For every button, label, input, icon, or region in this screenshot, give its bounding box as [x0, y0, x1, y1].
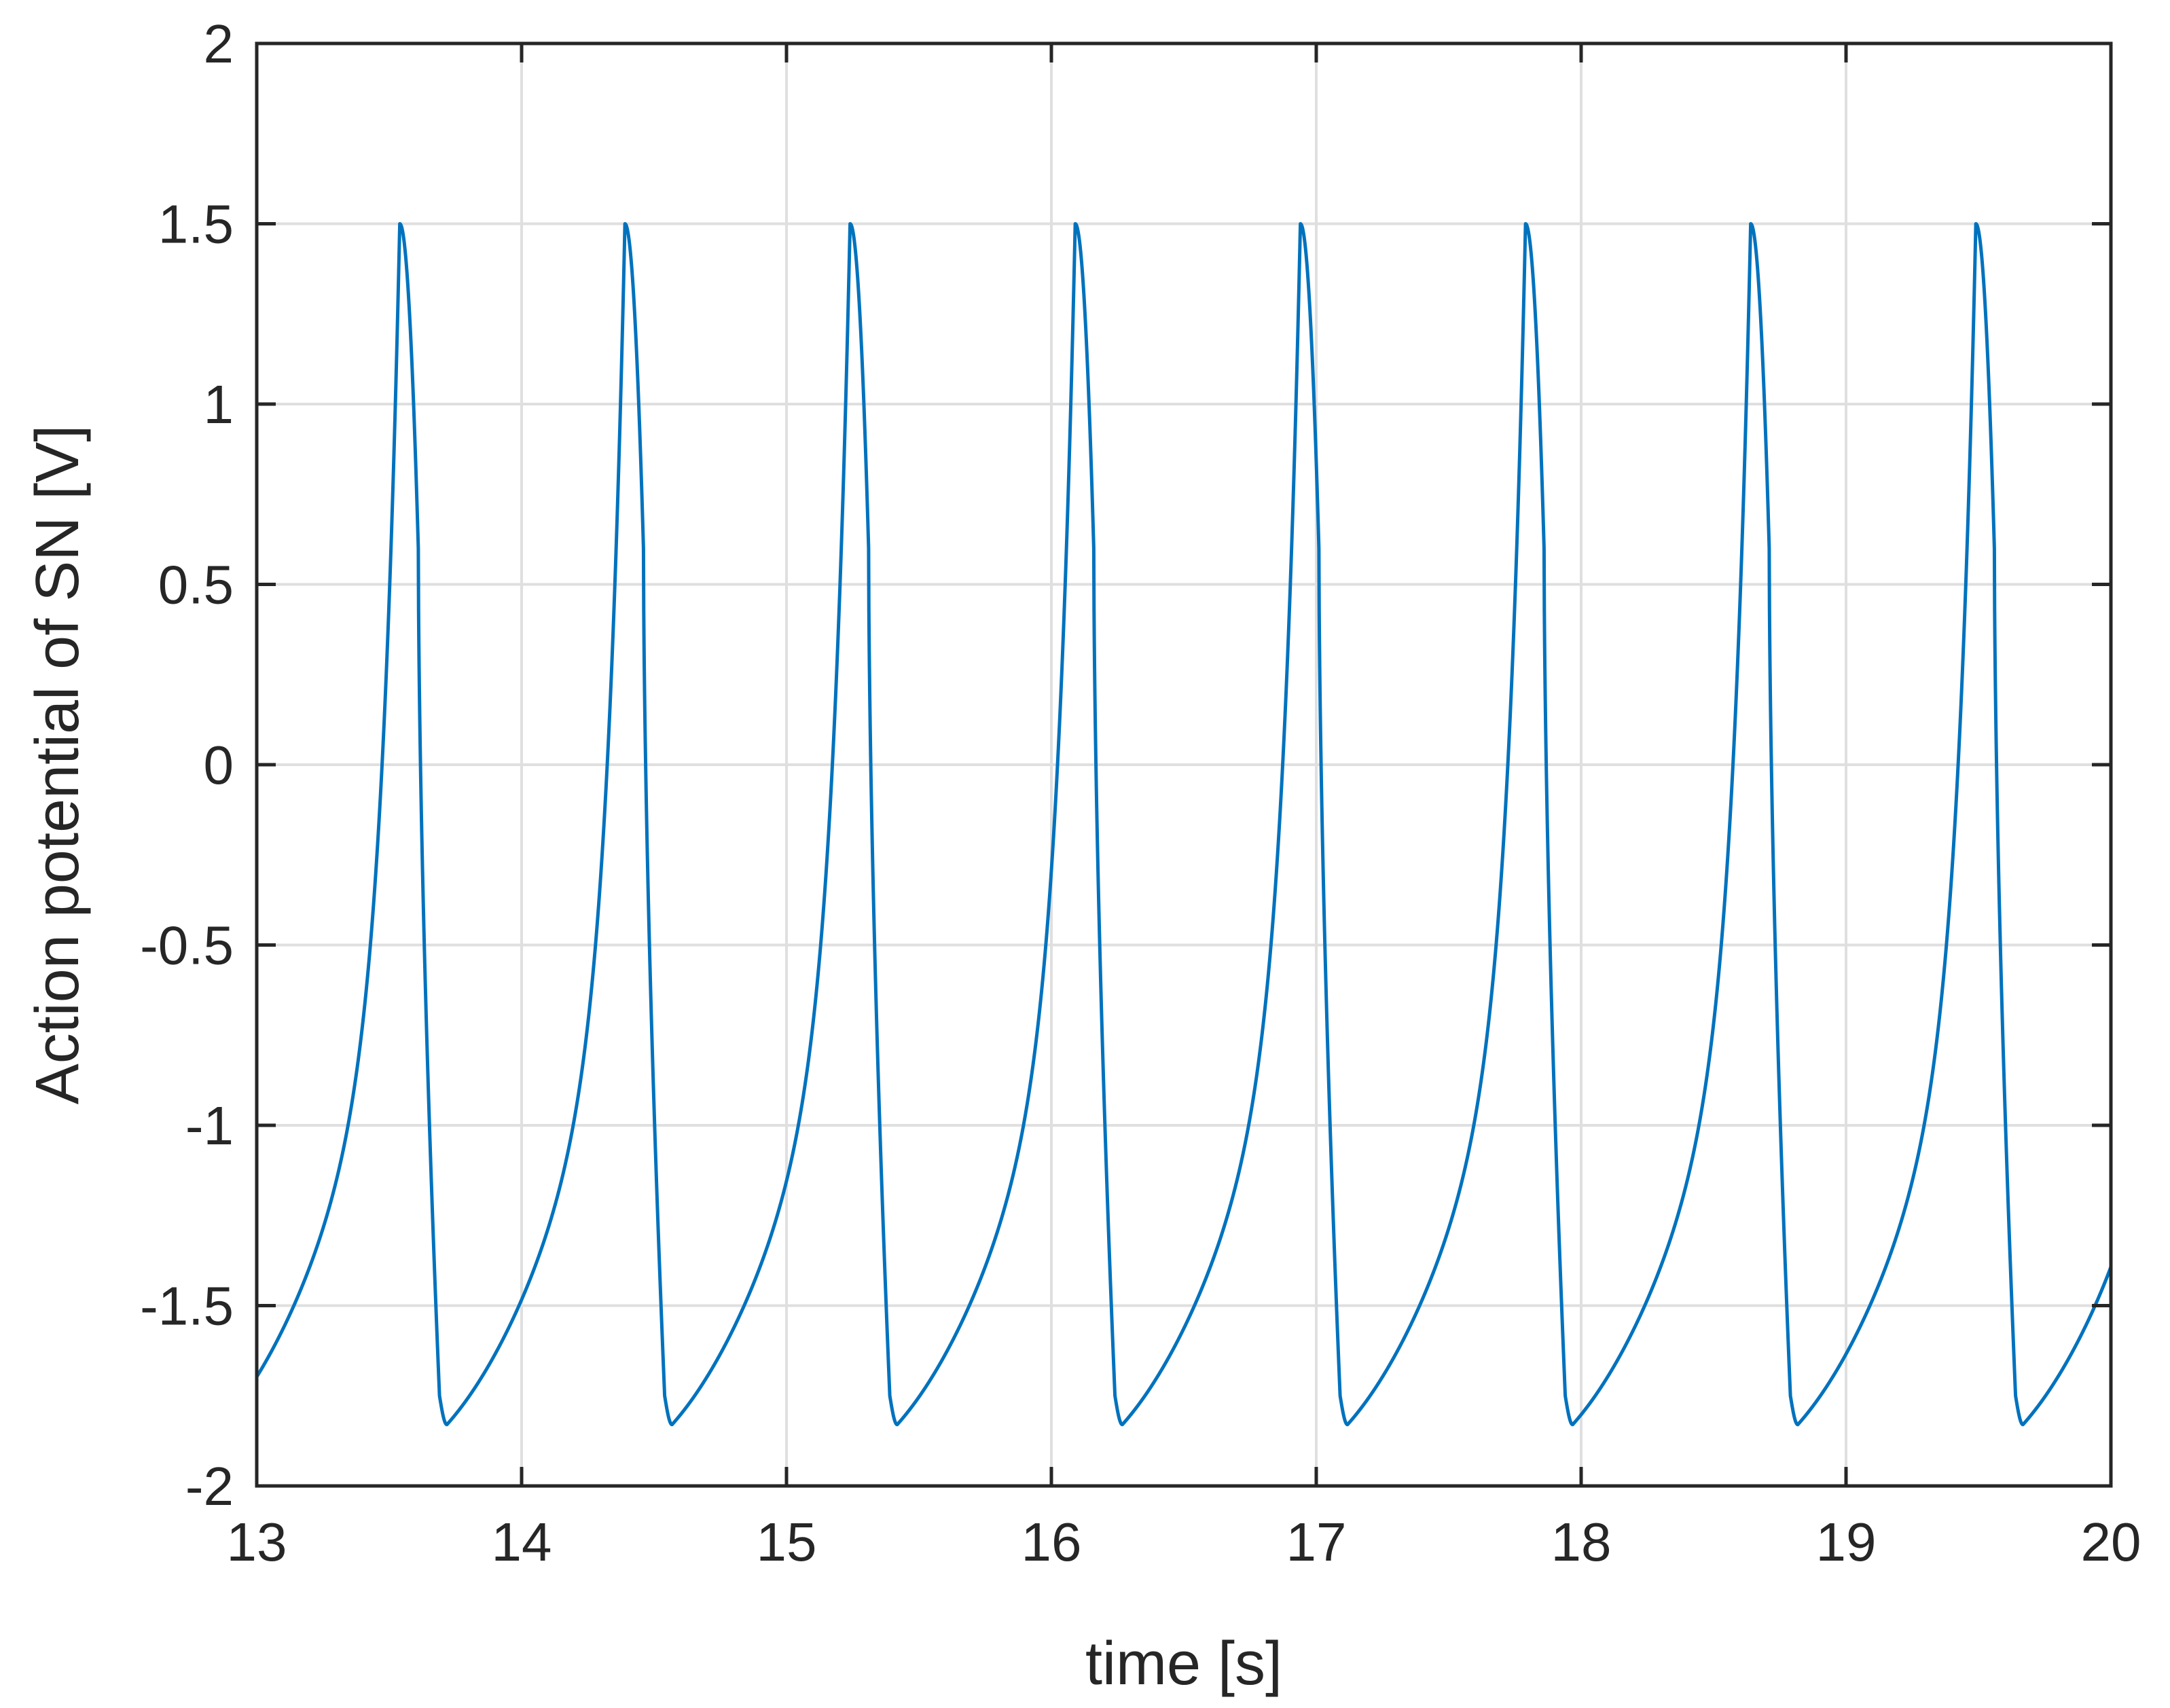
y-tick-label: 2 [204, 14, 234, 74]
y-tick-label: -1.5 [140, 1276, 234, 1337]
x-tick-label: 20 [2081, 1512, 2141, 1572]
y-tick-label: 1 [204, 374, 234, 435]
tick-labels: 13 14 15 16 17 18 19 20 -2 -1.5 -1 -0.5 0 0.5 1 1.5 2 [140, 14, 2141, 1572]
x-tick-label: 15 [757, 1512, 817, 1572]
y-tick-label: -0.5 [140, 915, 234, 976]
series-line-action-potential [255, 222, 2113, 1427]
x-tick-label: 19 [1816, 1512, 1877, 1572]
grid-lines [257, 43, 2111, 1486]
x-tick-label: 17 [1286, 1512, 1347, 1572]
x-tick-label: 13 [227, 1512, 287, 1572]
y-tick-label: 0.5 [158, 555, 234, 615]
x-tick-label: 18 [1551, 1512, 1612, 1572]
y-tick-label: -1 [185, 1095, 234, 1156]
y-tick-label: 0 [204, 735, 234, 795]
axes [255, 41, 2113, 1488]
x-tick-label: 14 [492, 1512, 552, 1572]
y-tick-label: 1.5 [158, 194, 234, 255]
y-axis-title: Action potential of SN [V] [24, 425, 92, 1105]
x-tick-label: 16 [1021, 1512, 1082, 1572]
series-layer [255, 222, 2113, 1427]
x-axis-title: time [s] [1085, 1630, 1282, 1698]
y-tick-label: -2 [185, 1456, 234, 1516]
